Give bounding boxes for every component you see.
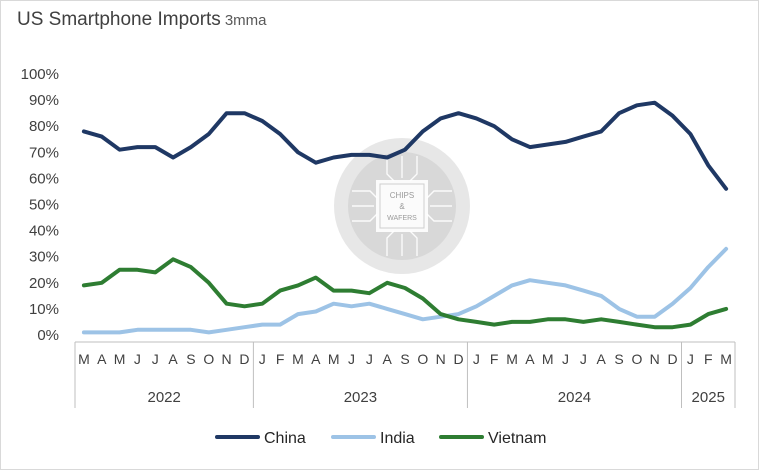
x-tick-label: N xyxy=(650,351,660,367)
chart-title-main: US Smartphone Imports xyxy=(17,9,221,30)
series-line-india xyxy=(81,246,729,335)
legend-label-china: China xyxy=(264,430,306,447)
x-tick-label: J xyxy=(687,351,694,367)
x-tick-label: J xyxy=(366,351,373,367)
x-tick-label: M xyxy=(292,351,304,367)
y-tick-label: 0% xyxy=(37,327,59,344)
year-label: 2023 xyxy=(344,389,377,406)
x-axis: M A M J J A S O N D J F M A M J J A S O N D J F M A M J J A S O N D J F M202… xyxy=(74,341,736,408)
legend-label-vietnam: Vietnam xyxy=(488,430,546,447)
year-label: 2025 xyxy=(692,389,725,406)
y-tick-label: 10% xyxy=(29,301,59,318)
chart-title: US Smartphone Imports 3mma xyxy=(17,9,267,31)
x-tick-label: S xyxy=(614,351,623,367)
x-tick-label: J xyxy=(259,351,266,367)
legend-label-india: India xyxy=(380,430,415,447)
watermark-text-mid: & xyxy=(399,202,405,211)
x-tick-label: A xyxy=(597,351,607,367)
y-axis: 0% 10% 20% 30% 40% 50% 60% 70% 80% 90% 100% xyxy=(21,66,59,344)
watermark-logo: CHIPS & WAFERS xyxy=(334,138,470,274)
x-tick-label: A xyxy=(168,351,178,367)
x-tick-label: D xyxy=(453,351,463,367)
x-tick-label: M xyxy=(114,351,126,367)
y-tick-label: 90% xyxy=(29,92,59,109)
x-tick-label: M xyxy=(720,351,732,367)
series-lines xyxy=(81,100,729,335)
x-tick-label: A xyxy=(311,351,321,367)
y-tick-label: 80% xyxy=(29,118,59,135)
x-tick-label: F xyxy=(276,351,285,367)
year-label: 2022 xyxy=(148,389,181,406)
x-tick-label: J xyxy=(348,351,355,367)
x-tick-label: O xyxy=(203,351,214,367)
x-tick-label: A xyxy=(382,351,392,367)
x-tick-label: N xyxy=(222,351,232,367)
series-line-china xyxy=(81,100,729,191)
x-tick-label: M xyxy=(542,351,554,367)
x-tick-label: J xyxy=(134,351,141,367)
x-tick-label: F xyxy=(490,351,499,367)
x-tick-label: N xyxy=(436,351,446,367)
x-tick-label: J xyxy=(562,351,569,367)
watermark-text-top: CHIPS xyxy=(390,191,414,200)
y-tick-label: 100% xyxy=(21,66,59,83)
y-tick-label: 40% xyxy=(29,223,59,240)
year-label: 2024 xyxy=(558,389,591,406)
x-tick-label: D xyxy=(668,351,678,367)
x-tick-label: F xyxy=(704,351,713,367)
y-tick-label: 20% xyxy=(29,275,59,292)
x-tick-label: D xyxy=(239,351,249,367)
x-tick-label: A xyxy=(97,351,107,367)
y-tick-label: 70% xyxy=(29,144,59,161)
x-tick-label: S xyxy=(400,351,409,367)
x-tick-label: M xyxy=(506,351,518,367)
series-line-vietnam xyxy=(81,257,729,330)
watermark-text-bottom: WAFERS xyxy=(387,215,417,222)
legend: China India Vietnam xyxy=(215,430,546,447)
x-tick-label: O xyxy=(417,351,428,367)
y-tick-label: 50% xyxy=(29,197,59,214)
chart-subtitle: 3mma xyxy=(224,12,267,29)
x-tick-label: M xyxy=(78,351,90,367)
x-tick-label: O xyxy=(631,351,642,367)
x-tick-label: S xyxy=(186,351,195,367)
y-tick-label: 30% xyxy=(29,249,59,266)
x-tick-label: M xyxy=(328,351,340,367)
x-tick-label: J xyxy=(473,351,480,367)
x-tick-label: J xyxy=(580,351,587,367)
x-tick-label: J xyxy=(152,351,159,367)
y-tick-label: 60% xyxy=(29,170,59,187)
x-tick-label: A xyxy=(525,351,535,367)
